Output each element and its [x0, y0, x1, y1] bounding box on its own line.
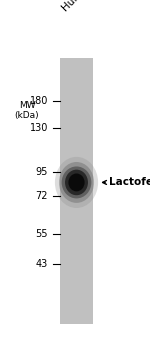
- Text: 72: 72: [36, 191, 48, 201]
- Ellipse shape: [68, 174, 85, 191]
- Text: 130: 130: [30, 123, 48, 133]
- Text: 43: 43: [36, 259, 48, 269]
- Text: MW
(kDa): MW (kDa): [15, 101, 39, 120]
- Ellipse shape: [62, 166, 91, 198]
- Ellipse shape: [55, 157, 98, 208]
- Text: 180: 180: [30, 95, 48, 106]
- Text: 55: 55: [36, 228, 48, 239]
- Text: Lactoferrin: Lactoferrin: [110, 177, 150, 188]
- Text: 95: 95: [36, 167, 48, 177]
- Ellipse shape: [59, 162, 94, 203]
- Ellipse shape: [65, 170, 88, 195]
- Bar: [60, 58, 93, 324]
- Text: Human milk: Human milk: [60, 0, 112, 14]
